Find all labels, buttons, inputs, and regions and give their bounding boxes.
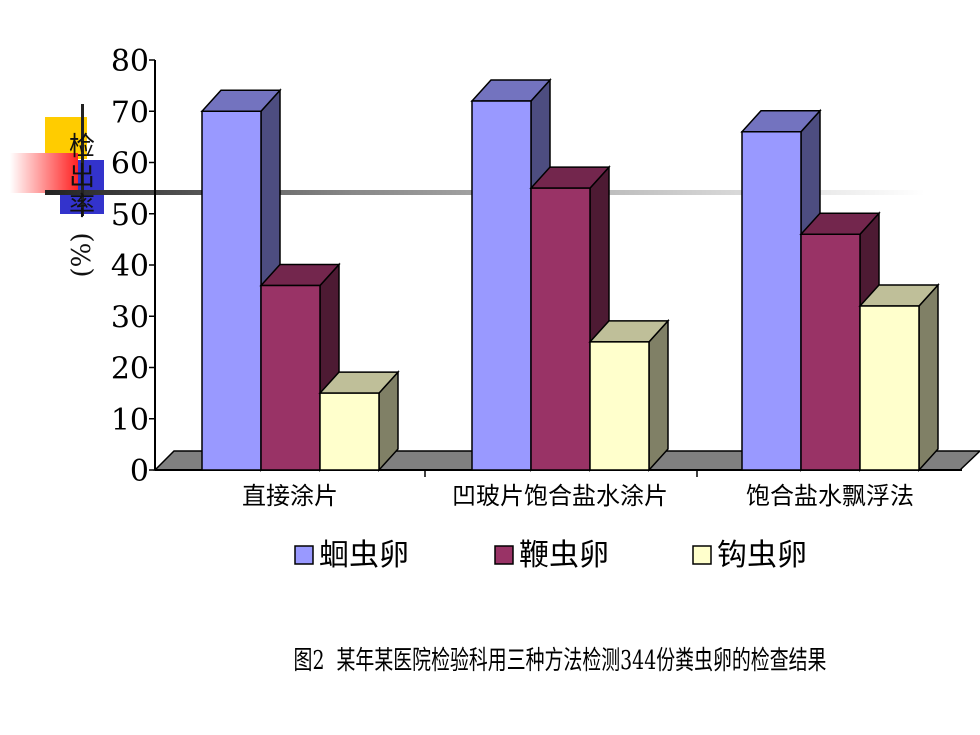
y-axis: 0 10 20 30 40 50 60 70 80 (111, 44, 156, 489)
legend-label: 鞭虫卵 (519, 538, 609, 573)
bar-3-1 (318, 370, 400, 472)
x-tick-label: 凹玻片饱合盐水涂片 (452, 482, 668, 510)
decor-yellow-square (45, 117, 87, 159)
y-tick-label: 10 (111, 403, 149, 438)
legend: 蛔虫卵 鞭虫卵 钩虫卵 (294, 538, 807, 573)
x-axis-labels: 直接涂片 凹玻片饱合盐水涂片 饱合盐水飘浮法 (242, 482, 914, 510)
legend-swatch (294, 545, 314, 565)
x-tick-label: 饱合盐水飘浮法 (746, 482, 914, 510)
legend-swatch (692, 545, 712, 565)
legend-item: 钩虫卵 (692, 538, 807, 573)
y-tick-label: 30 (111, 300, 149, 335)
decor-red-band (10, 153, 78, 193)
y-axis-title-char: 检 (69, 132, 95, 162)
legend-label: 蛔虫卵 (319, 538, 409, 573)
y-tick-label: 50 (111, 198, 149, 233)
legend-item: 蛔虫卵 (294, 538, 409, 573)
y-axis-title-char: 出 (69, 162, 95, 192)
legend-label: 钩虫卵 (717, 538, 807, 573)
y-tick-label: 20 (111, 352, 149, 387)
x-tick-label: 直接涂片 (242, 482, 338, 510)
bar-3-2 (588, 318, 670, 472)
bar-3-3 (858, 283, 940, 472)
legend-swatch (494, 545, 514, 565)
y-axis-unit: (%) (67, 233, 97, 278)
decor-vertical-line (81, 104, 84, 216)
y-axis-title-char: 率 (69, 192, 95, 222)
figure-caption: 图2 某年某医院检验科用三种方法检测344份粪虫卵的检查结果 (293, 646, 827, 676)
y-tick-label: 60 (111, 147, 149, 182)
legend-item: 鞭虫卵 (494, 538, 609, 573)
y-tick-label: 40 (111, 249, 149, 284)
bar-series (200, 78, 940, 472)
y-tick-label: 70 (111, 95, 149, 130)
bar-2-1 (259, 262, 341, 472)
y-axis-title: 检出率 (%) (67, 132, 97, 278)
y-tick-label: 80 (111, 44, 149, 79)
y-tick-label: 0 (130, 454, 149, 489)
